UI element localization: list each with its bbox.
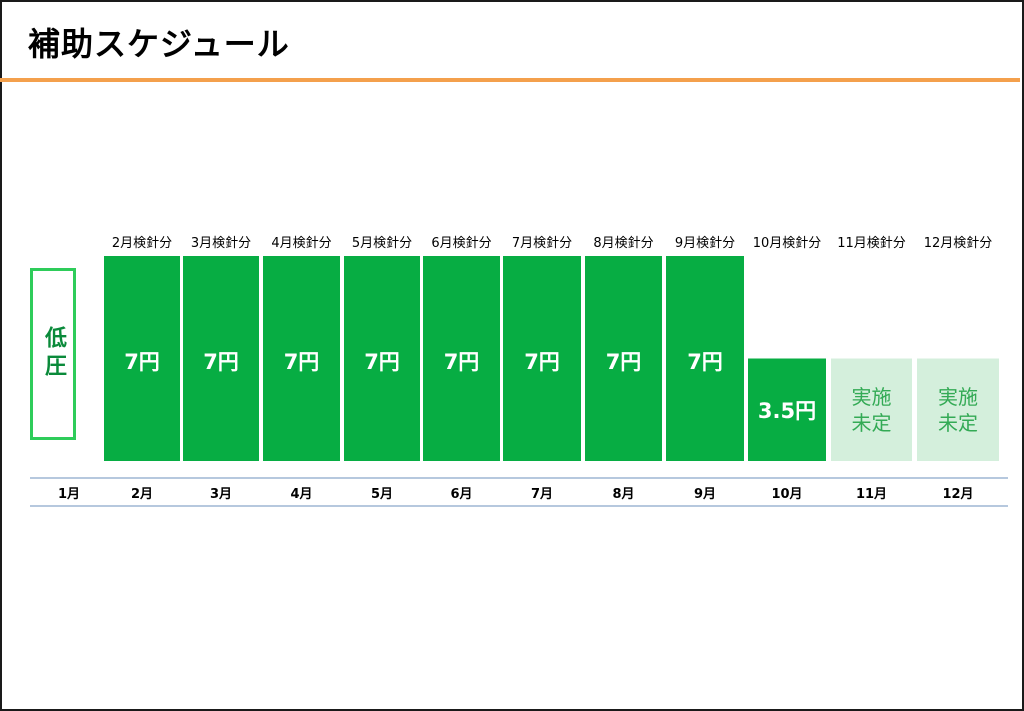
title-underline [0, 78, 1020, 82]
bar [585, 256, 662, 461]
x-tick-label: 11月 [856, 487, 887, 502]
bar [183, 256, 259, 461]
bar-header-label: 9月検針分 [675, 236, 735, 251]
x-tick-label: 3月 [210, 487, 232, 502]
bar [503, 256, 581, 461]
bar-header-label: 7月検針分 [512, 236, 572, 251]
bar [917, 358, 999, 461]
bar-value-label: 7円 [284, 350, 320, 374]
x-tick-label: 7月 [531, 487, 553, 502]
bar-value-label: 7円 [606, 350, 642, 374]
bar-header-label: 5月検針分 [352, 236, 412, 251]
bar-header-label: 3月検針分 [191, 236, 251, 251]
bar-header-label: 12月検針分 [924, 236, 993, 251]
bar-value-label: 7円 [687, 350, 723, 374]
bar-value-label: 実施 [852, 385, 892, 409]
x-tick-label: 9月 [694, 487, 716, 502]
page-title: 補助スケジュール [28, 25, 290, 63]
bar [423, 256, 500, 461]
x-tick-label: 5月 [371, 487, 393, 502]
bar-value-label: 7円 [444, 350, 480, 374]
bar-value-label: 7円 [124, 350, 160, 374]
bar [104, 256, 180, 461]
x-tick-label: 10月 [771, 487, 802, 502]
bar-header-label: 10月検針分 [753, 236, 822, 251]
x-tick-label: 6月 [450, 487, 472, 502]
x-tick-label: 8月 [612, 487, 634, 502]
bar [748, 358, 826, 461]
bar [831, 358, 912, 461]
bar-value-label: 7円 [524, 350, 560, 374]
x-tick-label: 2月 [131, 487, 153, 502]
bar-value-label: 7円 [203, 350, 239, 374]
bar [666, 256, 744, 461]
voltage-category-box: 低圧 [30, 268, 76, 440]
bar-header-label: 6月検針分 [431, 236, 491, 251]
bar [263, 256, 340, 461]
x-tick-label: 12月 [942, 487, 973, 502]
x-tick-label: 4月 [290, 487, 312, 502]
x-tick-label: 1月 [58, 487, 80, 502]
voltage-category-label: 低圧 [41, 326, 66, 382]
bar-value-label: 未定 [938, 411, 978, 435]
bar [344, 256, 420, 461]
bar-value-label: 実施 [938, 385, 978, 409]
bar-header-label: 11月検針分 [837, 236, 906, 251]
bar-value-label: 7円 [364, 350, 400, 374]
bar-header-label: 4月検針分 [271, 236, 331, 251]
bar-header-label: 2月検針分 [112, 236, 172, 251]
bar-header-label: 8月検針分 [593, 236, 653, 251]
bar-value-label: 未定 [852, 411, 892, 435]
bar-value-label: 3.5円 [758, 399, 816, 423]
